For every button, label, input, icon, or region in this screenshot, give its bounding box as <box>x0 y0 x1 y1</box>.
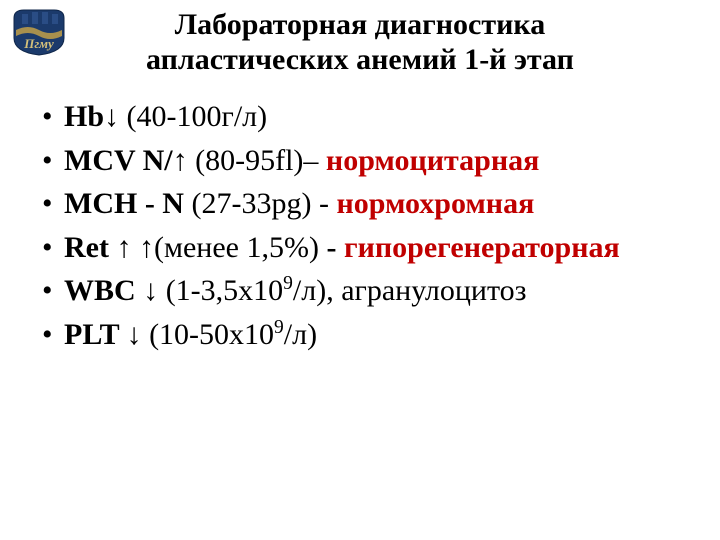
item-lead: MCV N/↑ <box>64 144 195 177</box>
list-item: MCH - N (27-33pg) - нормохромная <box>40 182 690 226</box>
item-plain: (40-100г/л) <box>127 100 268 133</box>
list-item: Hb↓ (40-100г/л) <box>40 95 690 139</box>
slide-title: Лабораторная диагностика апластических а… <box>30 8 690 77</box>
presentation-slide: Пгму Лабораторная диагностика апластичес… <box>0 0 720 540</box>
item-highlight: нормохромная <box>336 187 534 220</box>
item-plain: (27-33pg) - <box>191 187 336 220</box>
item-lead: MCH - N <box>64 187 191 220</box>
item-lead: Ret ↑ <box>64 231 139 264</box>
item-plain: ↑(менее 1,5%) <box>139 231 326 264</box>
university-logo: Пгму <box>8 8 70 56</box>
list-item: MCV N/↑ (80-95fl)– нормоцитарная <box>40 139 690 183</box>
item-lead: Hb↓ <box>64 100 127 133</box>
item-highlight: гипорегенераторная <box>344 231 620 264</box>
bullet-list: Hb↓ (40-100г/л) MCV N/↑ (80-95fl)– нормо… <box>30 95 690 356</box>
item-plain: (1-3,5х109/л), агранулоцитоз <box>166 274 527 307</box>
item-lead: PLT ↓ <box>64 318 149 351</box>
item-lead: WBC ↓ <box>64 274 166 307</box>
list-item: Ret ↑ ↑(менее 1,5%) - гипорегенераторная <box>40 226 690 270</box>
item-plain: (80-95fl)– <box>195 144 326 177</box>
item-dash: - <box>326 231 344 264</box>
list-item: PLT ↓ (10-50х109/л) <box>40 313 690 357</box>
item-plain: (10-50х109/л) <box>149 318 317 351</box>
list-item: WBC ↓ (1-3,5х109/л), агранулоцитоз <box>40 269 690 313</box>
title-line-2: апластических анемий 1-й этап <box>146 43 574 76</box>
item-highlight: нормоцитарная <box>326 144 539 177</box>
title-line-1: Лабораторная диагностика <box>175 8 545 41</box>
svg-text:Пгму: Пгму <box>23 36 54 51</box>
